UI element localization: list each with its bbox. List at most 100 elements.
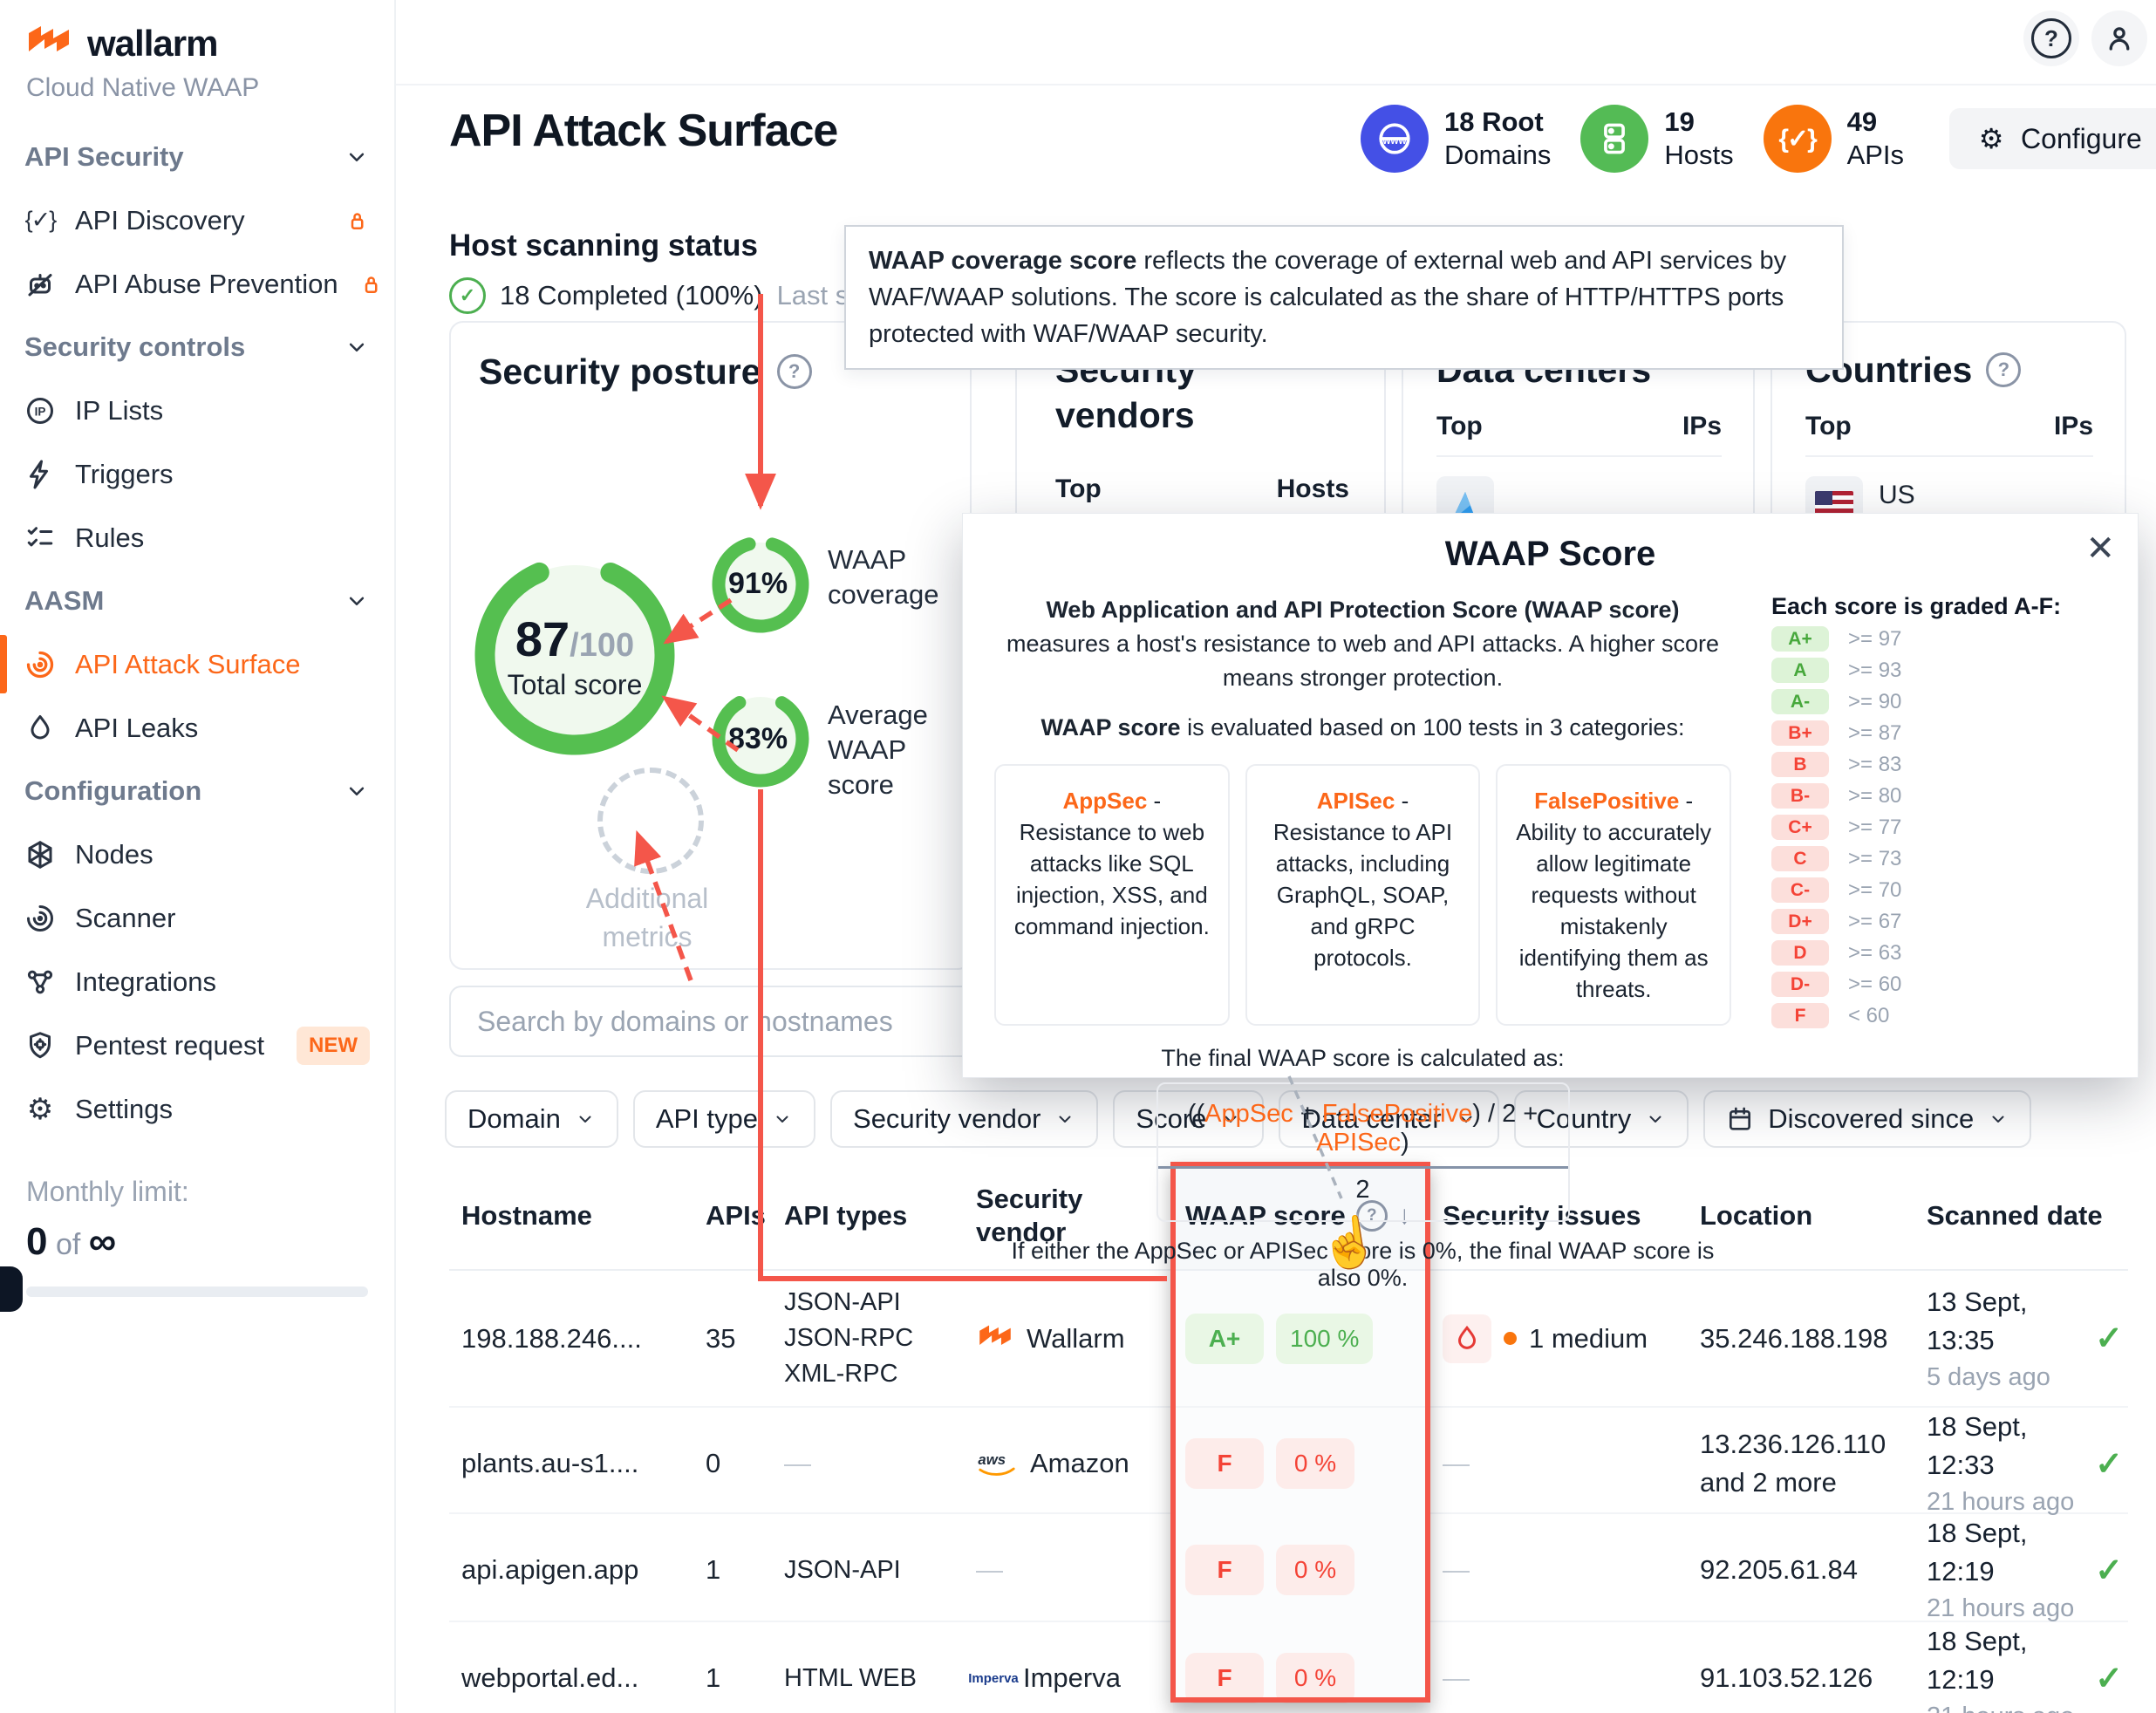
column-header-security-issues: Security issues <box>1430 1199 1688 1232</box>
location-line: 35.246.188.198 <box>1700 1322 1888 1354</box>
grade-row: A+ >= 97 <box>1771 626 2106 652</box>
sidebar-item-rules[interactable]: Rules <box>0 506 394 570</box>
cell-location: 13.236.126.110 and 2 more <box>1688 1425 1914 1502</box>
sidebar-item-settings[interactable]: ⚙ Settings <box>0 1077 394 1141</box>
filter-discovered-since[interactable]: Discovered since <box>1703 1090 2032 1148</box>
sidebar-item-nodes[interactable]: Nodes <box>0 822 394 886</box>
scan-success-icon: ✓ <box>2095 1445 2123 1483</box>
vendor-name: Wallarm <box>1027 1322 1125 1354</box>
grade-threshold: >= 63 <box>1848 940 1902 965</box>
integrations-icon <box>24 966 56 998</box>
filter-api-type[interactable]: API type <box>632 1090 816 1148</box>
gear-icon: ⚙ <box>26 1092 54 1126</box>
monthly-used: 0 <box>26 1220 48 1263</box>
host-scanning-status: ✓ 18 Completed (100%) Last sca <box>449 277 877 314</box>
grade-row: B- >= 80 <box>1771 783 2106 809</box>
page-title: API Attack Surface <box>449 106 838 156</box>
empty-dash: — <box>784 1448 811 1478</box>
sidebar-item-ip-lists[interactable]: IP IP Lists <box>0 379 394 442</box>
grade-row: D- >= 60 <box>1771 972 2106 997</box>
close-icon[interactable]: ✕ <box>2085 529 2115 568</box>
filter-country[interactable]: Country <box>1513 1090 1689 1148</box>
wallarm-logo-icon <box>976 1324 1014 1354</box>
sidebar-item-triggers[interactable]: Triggers <box>0 442 394 506</box>
brand[interactable]: wallarm <box>0 0 394 65</box>
scan-success-icon: ✓ <box>2095 1552 2123 1589</box>
section-label: Configuration <box>24 775 202 806</box>
stat-apis: {✓} 49 APIs <box>1763 105 1905 173</box>
sidebar-section-security-controls[interactable]: Security controls <box>0 316 394 379</box>
checklist-icon <box>24 522 56 554</box>
column-header-location: Location <box>1688 1199 1914 1232</box>
security-posture-help-icon[interactable]: ? <box>776 354 812 389</box>
grade-row: D >= 63 <box>1771 940 2106 966</box>
grade-row: C+ >= 77 <box>1771 815 2106 840</box>
cell-apis: 1 <box>706 1554 721 1585</box>
aws-logo-icon: aws <box>976 1443 1018 1484</box>
sort-desc-icon[interactable]: ↓ <box>1397 1200 1411 1230</box>
security-posture-panel: Security posture ? 87/100 Total score 91… <box>449 321 972 970</box>
lock-icon <box>358 271 384 297</box>
table-row[interactable]: plants.au-s1.... 0 — aws Amazon F 0 % — 13.236.1… <box>449 1408 2128 1519</box>
stat-label: APIs <box>1846 140 1905 170</box>
waap-formula: ((AppSec + FalsePositive) / 2 + APISec) … <box>1156 1082 1570 1222</box>
table-row[interactable]: webportal.ed... 1 HTML WEB Imperva Imperva F 0… <box>449 1622 2128 1713</box>
grade-row: B+ >= 87 <box>1771 720 2106 746</box>
waap-grade-badge: F <box>1185 1545 1264 1595</box>
waap-coverage-label: WAAP coverage <box>828 544 939 610</box>
sidebar-section-aasm[interactable]: AASM <box>0 570 394 632</box>
scan-completed-text: 18 Completed (100%) <box>500 280 763 311</box>
sidebar-item-integrations[interactable]: Integrations <box>0 950 394 1013</box>
cursor-hand-icon: ☝ <box>1314 1211 1383 1274</box>
vendors-col-top: Top <box>1055 474 1102 503</box>
sidebar-item-api-attack-surface[interactable]: API Attack Surface <box>0 632 394 696</box>
cell-apis: 1 <box>706 1662 721 1693</box>
api-type: JSON-API <box>784 1288 901 1316</box>
grade-badge: B <box>1771 752 1829 777</box>
location-line: 92.205.61.84 <box>1700 1554 1859 1585</box>
ip-icon: IP <box>24 395 56 427</box>
brand-subtitle: Cloud Native WAAP <box>26 73 260 102</box>
empty-dash: — <box>976 1554 1003 1585</box>
sidebar-item-api-abuse-prevention[interactable]: API Abuse Prevention <box>0 252 394 316</box>
server-icon <box>1595 119 1634 158</box>
sidebar-item-scanner[interactable]: Scanner <box>0 886 394 950</box>
cell-hostname: plants.au-s1.... <box>461 1448 639 1478</box>
configure-button[interactable]: ⚙ Configure <box>1949 108 2156 169</box>
table-row[interactable]: 198.188.246.... 35 JSON-API JSON-RPC XML-RPC… <box>449 1271 2128 1408</box>
monthly-limit-label: Monthly limit: <box>26 1176 189 1207</box>
active-indicator <box>0 635 7 693</box>
topbar: ? <box>394 0 2156 85</box>
grade-threshold: >= 73 <box>1848 846 1902 870</box>
table-row[interactable]: api.apigen.app 1 JSON-API — F 0 % — 92.205.61.8… <box>449 1514 2128 1626</box>
sidebar-item-pentest-request[interactable]: Pentest request NEW <box>0 1013 394 1077</box>
user-menu-button[interactable] <box>2091 10 2147 66</box>
sidebar-section-configuration[interactable]: Configuration <box>0 760 394 822</box>
scan-success-icon: ✓ <box>2095 1321 2123 1357</box>
sidebar-item-api-leaks[interactable]: API Leaks <box>0 696 394 760</box>
filter-domain[interactable]: Domain <box>445 1090 618 1148</box>
waap-help-icon[interactable]: ? <box>1355 1199 1388 1232</box>
sidebar-item-label: Nodes <box>75 838 154 870</box>
robot-icon <box>24 269 56 300</box>
stat-label: Hosts <box>1664 140 1734 170</box>
imperva-logo-icon: Imperva <box>968 1670 1019 1686</box>
filter-label: Discovered since <box>1768 1103 1975 1134</box>
sidebar-item-label: API Abuse Prevention <box>75 268 338 299</box>
cell-api-types: — <box>772 1448 964 1479</box>
countries-help-icon[interactable]: ? <box>1986 352 2022 387</box>
dc-col-top: Top <box>1436 412 1483 440</box>
sidebar-item-api-discovery[interactable]: {✓} API Discovery <box>0 188 394 252</box>
hexagon-icon <box>24 839 56 870</box>
column-header-apis: APIs <box>693 1199 772 1232</box>
column-header-api-types: API types <box>772 1199 964 1232</box>
help-button[interactable]: ? <box>2023 10 2079 66</box>
scan-date: 18 Sept, 12:19 <box>1927 1518 2028 1587</box>
svg-text:aws: aws <box>978 1451 1006 1468</box>
dc-col-ips: IPs <box>1682 412 1722 440</box>
sidebar-section-api-security[interactable]: API Security <box>0 126 394 188</box>
location-line: and 2 more <box>1700 1467 1837 1498</box>
